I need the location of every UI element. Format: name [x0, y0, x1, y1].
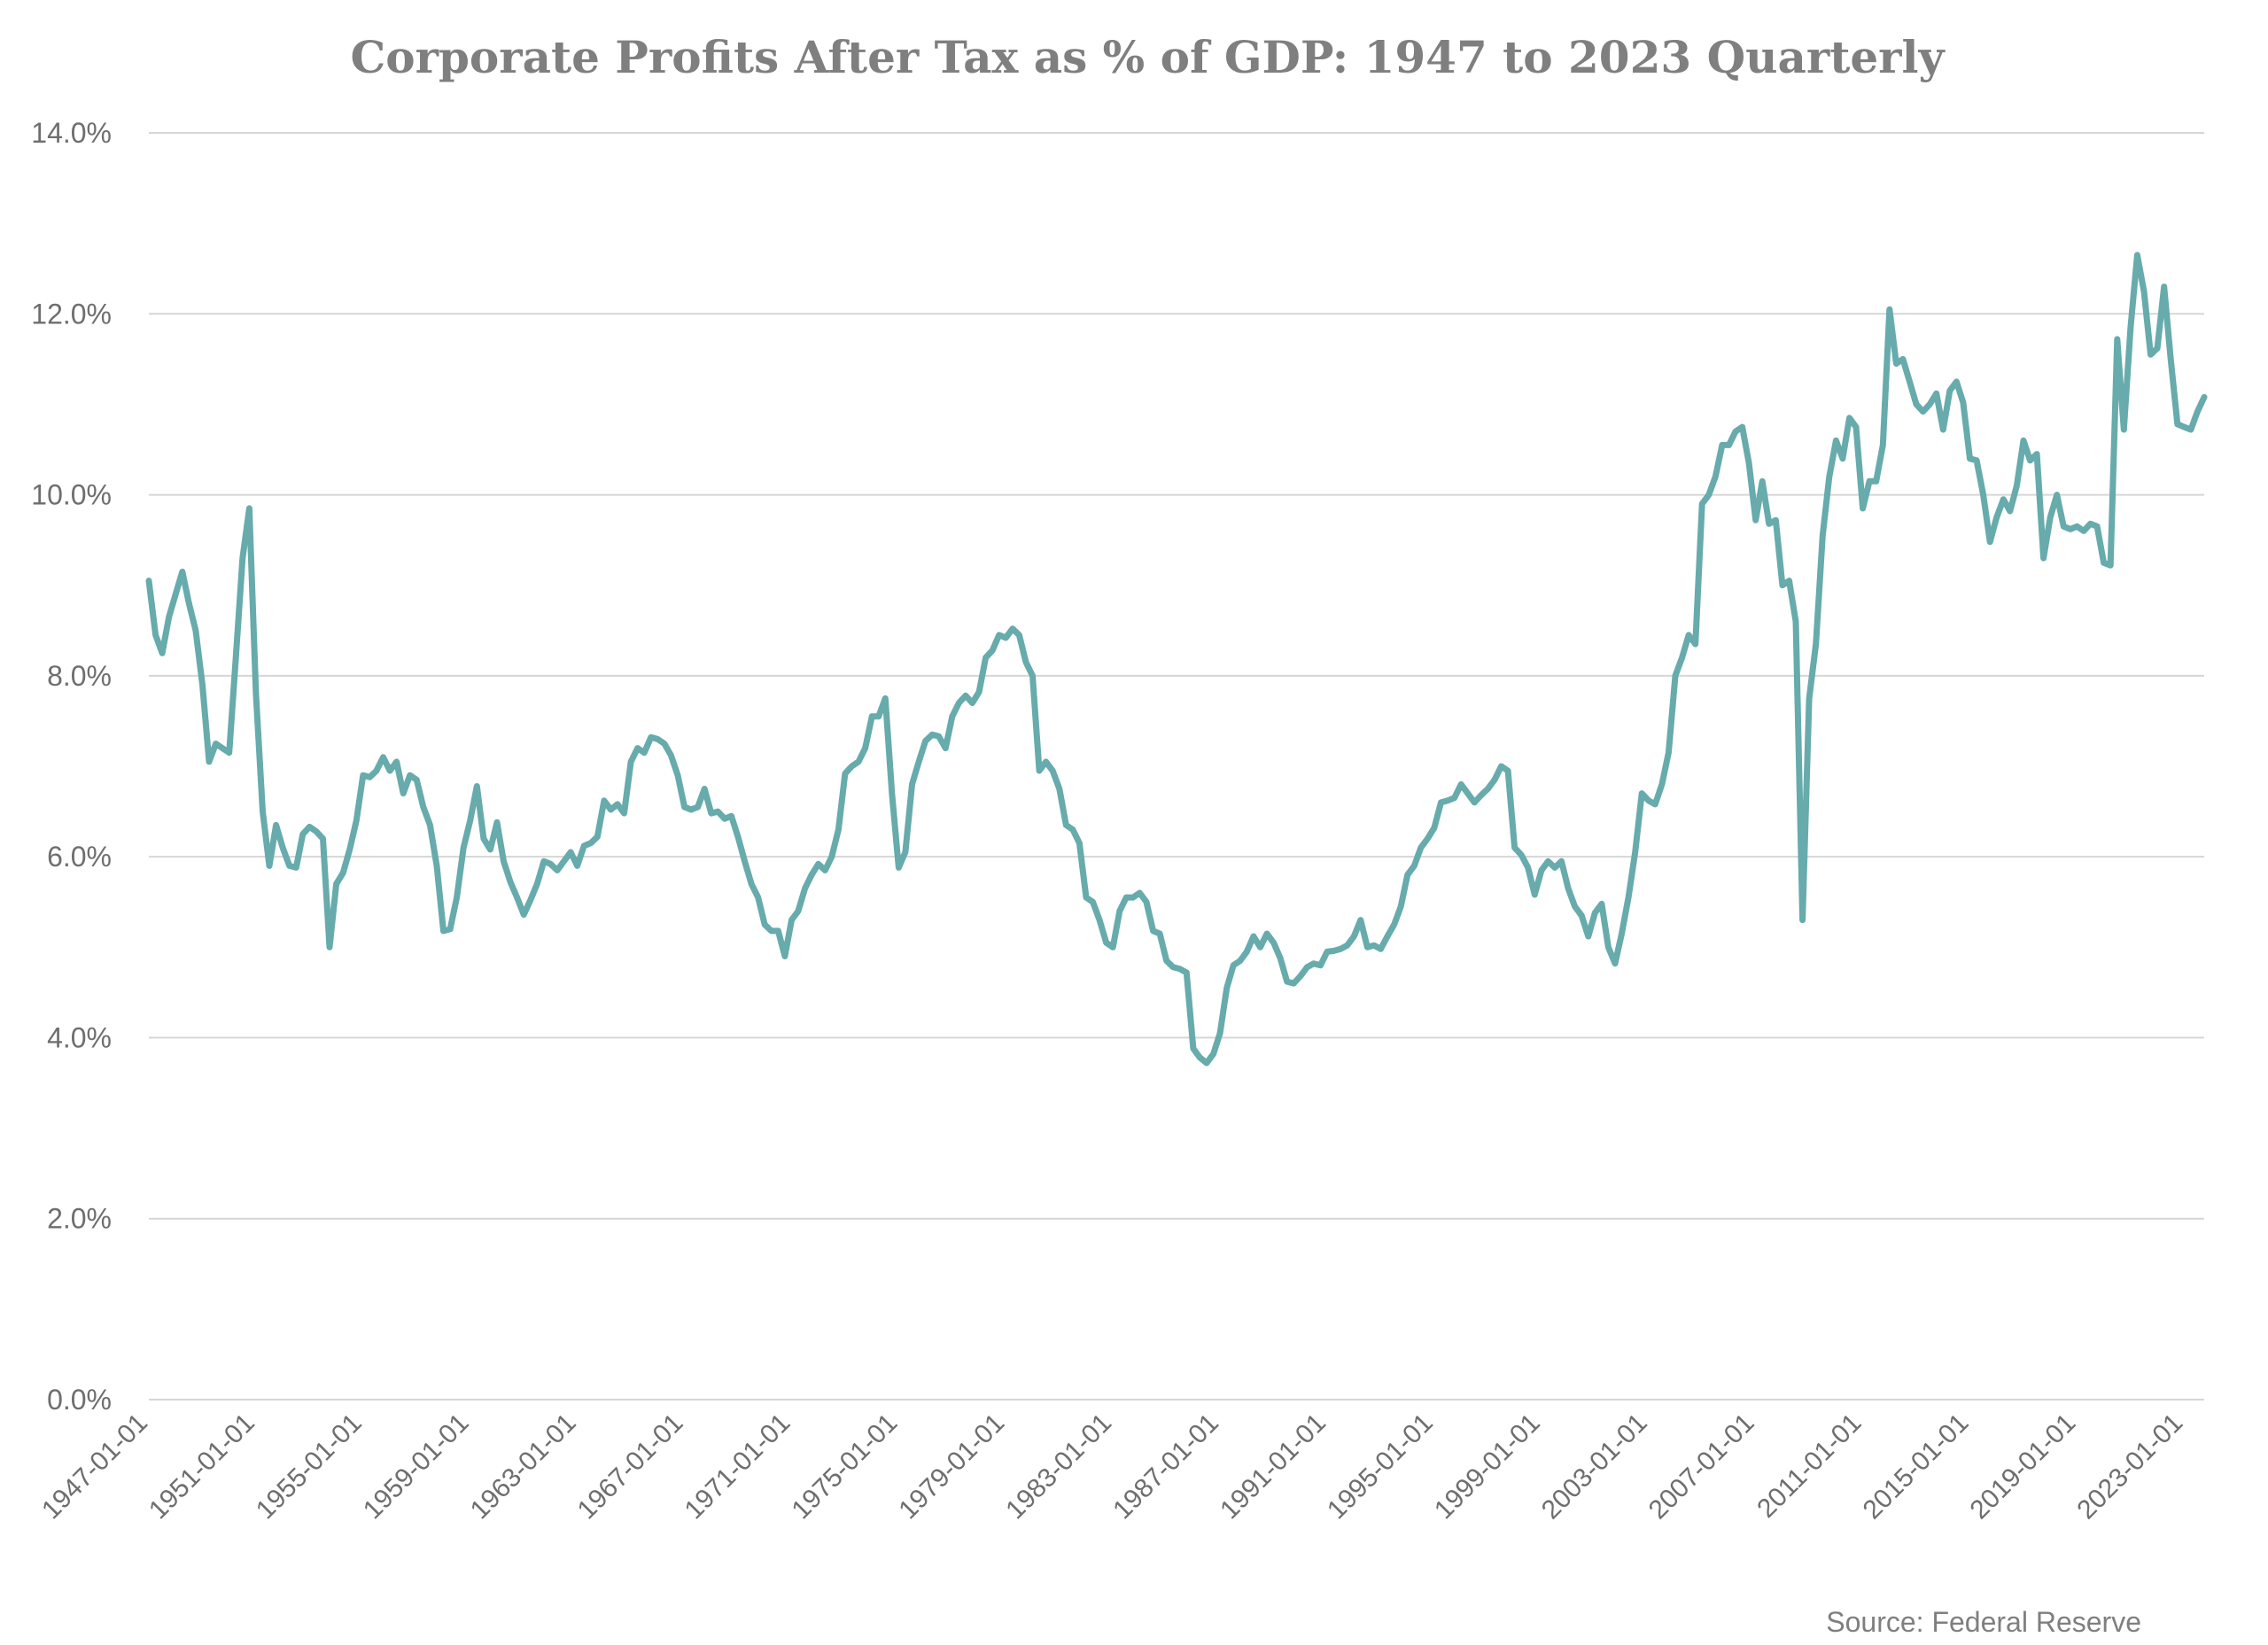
x-tick-label: 1983-01-01	[1000, 1408, 1117, 1525]
source-note: Source: Federal Reserve	[1826, 1606, 2141, 1638]
x-tick-label: 2015-01-01	[1858, 1408, 1975, 1525]
y-tick-label: 2.0%	[47, 1203, 112, 1235]
x-tick-label: 2007-01-01	[1643, 1408, 1760, 1525]
y-tick-label: 4.0%	[47, 1021, 112, 1053]
y-tick-label: 0.0%	[47, 1384, 112, 1416]
x-tick-label: 1975-01-01	[786, 1408, 903, 1525]
chart-title: Corporate Profits After Tax as % of GDP:…	[350, 31, 1946, 83]
x-tick-label: 1951-01-01	[144, 1408, 260, 1525]
x-tick-label: 2019-01-01	[1965, 1408, 2082, 1525]
x-tick-label: 1971-01-01	[680, 1408, 796, 1525]
x-tick-label: 1963-01-01	[465, 1408, 582, 1525]
y-tick-label: 6.0%	[47, 841, 112, 873]
x-axis-tick-labels: 1947-01-011951-01-011955-01-011959-01-01…	[36, 1408, 2188, 1525]
x-tick-label: 1979-01-01	[893, 1408, 1010, 1525]
y-tick-label: 8.0%	[47, 660, 112, 692]
x-tick-label: 2011-01-01	[1751, 1408, 1867, 1524]
x-tick-label: 1967-01-01	[572, 1408, 689, 1525]
x-tick-label: 2003-01-01	[1536, 1408, 1653, 1525]
x-tick-label: 1955-01-01	[251, 1408, 368, 1525]
x-tick-label: 1999-01-01	[1429, 1408, 1546, 1525]
x-tick-label: 1959-01-01	[358, 1408, 475, 1525]
y-axis-tick-labels: 0.0% 2.0% 4.0% 6.0% 8.0% 10.0% 12.0% 14.0%	[31, 117, 112, 1416]
x-tick-label: 1987-01-01	[1107, 1408, 1224, 1525]
x-tick-label: 1947-01-01	[36, 1408, 153, 1525]
y-tick-label: 12.0%	[31, 298, 112, 330]
y-tick-label: 10.0%	[31, 479, 112, 511]
y-tick-label: 14.0%	[31, 117, 112, 149]
x-tick-label: 1991-01-01	[1215, 1408, 1332, 1525]
gridlines	[149, 132, 2204, 1401]
x-tick-label: 2023-01-01	[2071, 1408, 2188, 1525]
x-tick-label: 1995-01-01	[1322, 1408, 1439, 1525]
series-line-corporate-profits	[145, 252, 2208, 1067]
